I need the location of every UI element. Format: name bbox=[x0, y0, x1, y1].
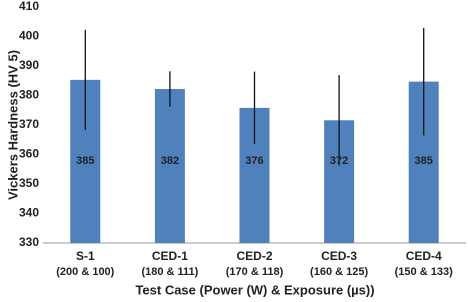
y-tick-label: 400 bbox=[19, 29, 39, 43]
x-tick-sublabel: (170 & 118) bbox=[226, 266, 284, 278]
y-tick-label: 360 bbox=[19, 147, 39, 161]
value-label: 376 bbox=[245, 155, 263, 167]
y-tick-label: 380 bbox=[19, 88, 39, 102]
y-tick-label: 330 bbox=[19, 235, 39, 249]
x-tick-sublabel: (160 & 125) bbox=[310, 266, 368, 278]
bar bbox=[154, 89, 185, 243]
x-tick-sublabel: (150 & 133) bbox=[395, 266, 453, 278]
y-tick-label: 410 bbox=[19, 0, 39, 13]
x-tick-label: S-1 bbox=[76, 249, 95, 263]
value-label: 385 bbox=[415, 155, 433, 167]
y-tick-label: 350 bbox=[19, 176, 39, 190]
x-tick-label: CED-2 bbox=[236, 249, 272, 263]
x-tick-label: CED-1 bbox=[152, 249, 188, 263]
y-tick-label: 390 bbox=[19, 58, 39, 72]
x-axis-title: Test Case (Power (W) & Exposure (µs)) bbox=[135, 282, 374, 297]
x-tick-label: CED-3 bbox=[321, 249, 357, 263]
x-tick-sublabel: (180 & 111) bbox=[141, 266, 198, 278]
y-tick-label: 370 bbox=[19, 117, 39, 131]
x-tick-label: CED-4 bbox=[406, 249, 442, 263]
y-tick-label: 340 bbox=[19, 206, 39, 220]
x-tick-sublabel: (200 & 100) bbox=[56, 266, 114, 278]
value-label: 382 bbox=[161, 155, 179, 167]
value-label: 372 bbox=[330, 155, 348, 167]
y-axis-title: Vickers Hardness (HV 5) bbox=[5, 50, 20, 200]
value-label: 385 bbox=[76, 155, 94, 167]
